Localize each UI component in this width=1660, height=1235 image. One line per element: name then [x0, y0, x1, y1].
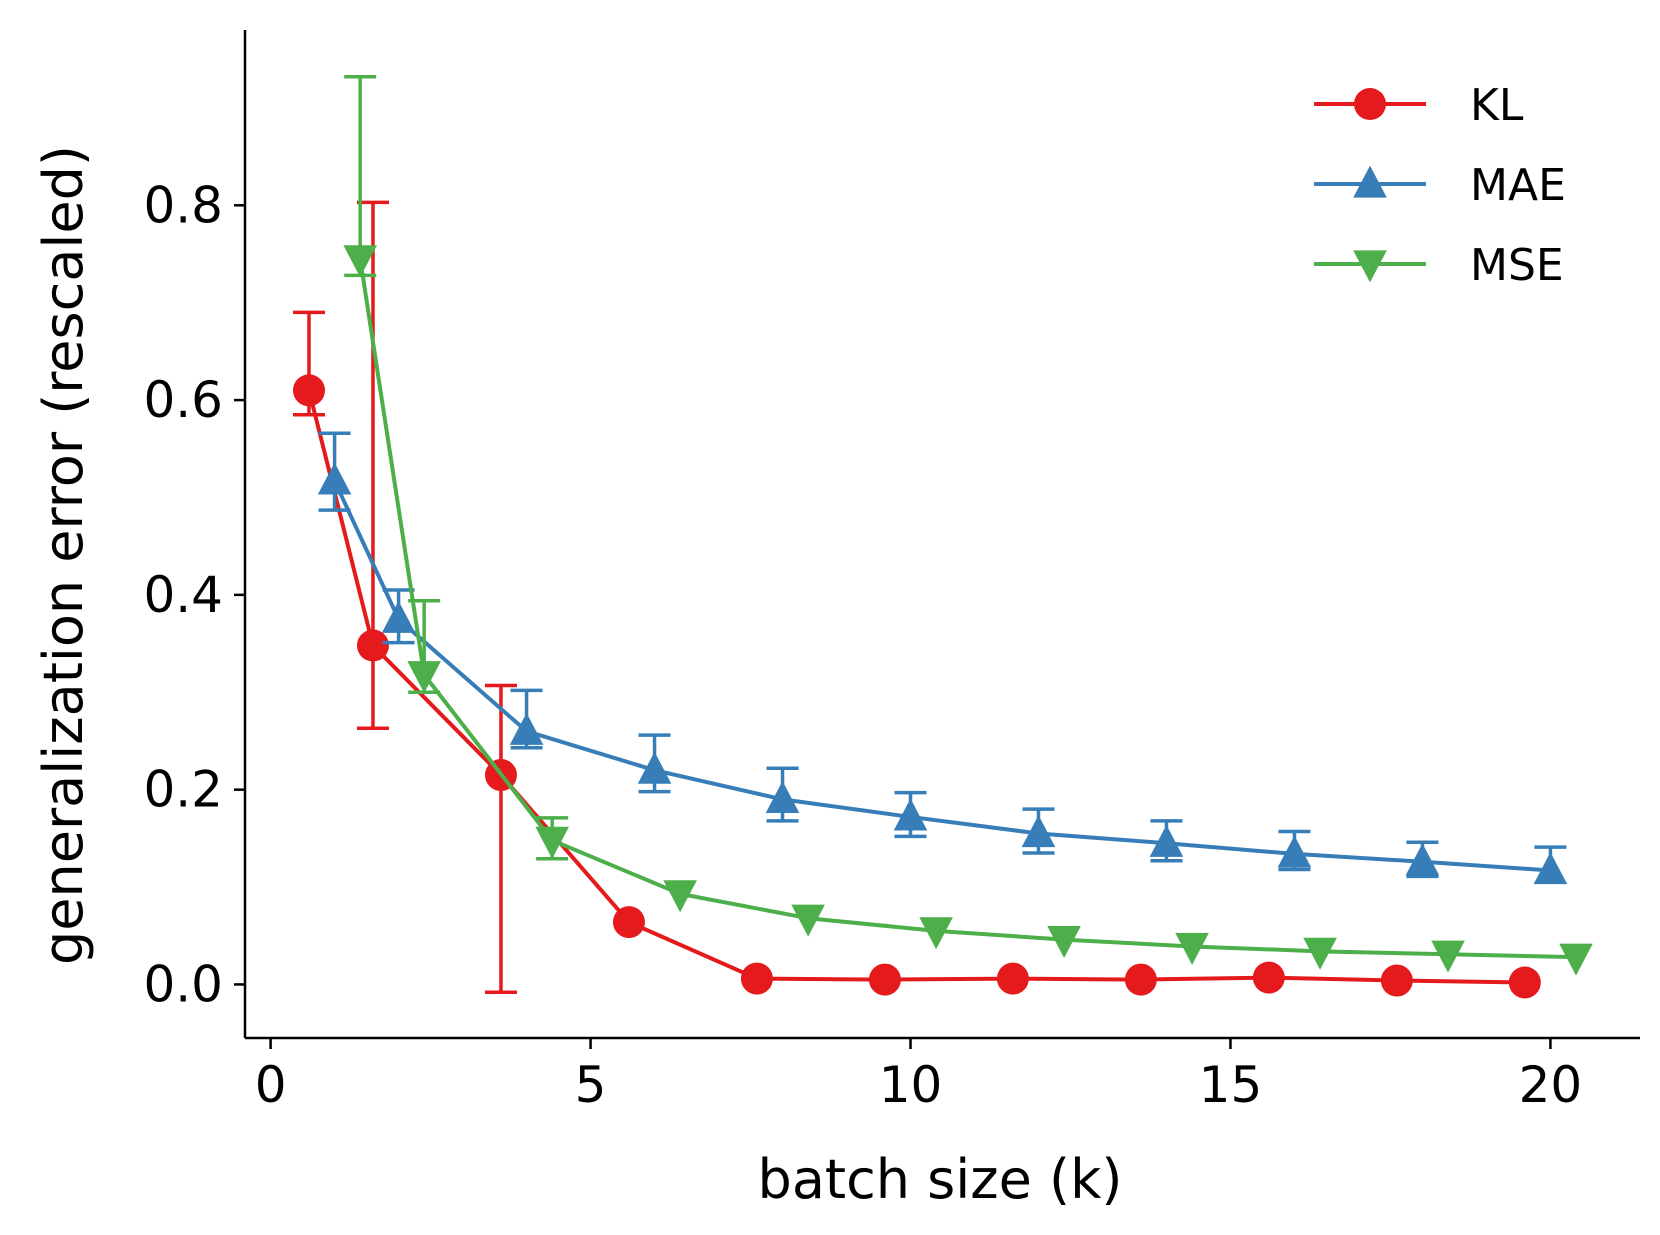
data-point	[1149, 824, 1184, 857]
legend-item-mse: MSE	[1314, 240, 1564, 291]
x-tick-label: 5	[575, 1056, 607, 1114]
axes: 0 5 10 15 20 0.0 0.2 0.4 0.6 0.8	[143, 30, 1640, 1114]
series-line-mae	[332, 480, 1551, 873]
x-tick-label: 20	[1519, 1056, 1583, 1114]
data-point	[1508, 966, 1541, 999]
data-point	[1533, 852, 1568, 885]
legend-marker	[1353, 250, 1387, 283]
data-point	[356, 629, 389, 662]
y-axis-label: generalization error (rescaled)	[32, 145, 95, 965]
data-point	[740, 962, 773, 995]
x-tick-label: 10	[879, 1056, 943, 1114]
y-tick-label: 0.4	[143, 566, 223, 624]
series-layer	[292, 74, 1593, 999]
data-point	[535, 826, 569, 859]
y-tick-label: 0.6	[143, 371, 223, 429]
data-point	[509, 712, 544, 745]
data-point	[381, 600, 416, 633]
data-point	[919, 917, 953, 950]
data-point	[893, 798, 928, 831]
legend: KL MAE MSE	[1314, 80, 1566, 291]
legend-item-kl: KL	[1314, 80, 1524, 131]
series-line-mse	[358, 258, 1577, 960]
data-point	[1175, 932, 1209, 965]
x-tick-label: 0	[255, 1056, 287, 1114]
data-point	[791, 904, 825, 937]
series-mae	[317, 431, 1568, 885]
x-tick-label: 15	[1199, 1056, 1263, 1114]
data-point	[1277, 835, 1312, 868]
data-point	[317, 462, 352, 495]
data-point	[407, 661, 441, 694]
y-tick-label: 0.0	[143, 955, 223, 1013]
legend-label: MSE	[1470, 240, 1564, 291]
data-point	[612, 906, 645, 939]
data-point	[1124, 963, 1157, 996]
data-point	[1559, 943, 1593, 976]
series-mse	[343, 74, 1593, 976]
legend-item-mae: MAE	[1314, 160, 1566, 211]
legend-marker	[1353, 165, 1387, 198]
data-point	[1405, 843, 1440, 876]
data-point	[1252, 961, 1285, 994]
data-point	[765, 780, 800, 813]
data-point	[1021, 815, 1056, 848]
y-tick-label: 0.8	[143, 176, 223, 234]
data-point	[996, 962, 1029, 995]
data-point	[868, 963, 901, 996]
data-point	[637, 751, 672, 784]
series-kl	[292, 200, 1541, 999]
data-point	[1431, 940, 1465, 973]
legend-marker	[1354, 88, 1386, 120]
data-point	[343, 245, 377, 278]
data-point	[663, 880, 697, 913]
data-point	[1303, 937, 1337, 970]
legend-label: MAE	[1470, 160, 1566, 211]
legend-label: KL	[1470, 80, 1524, 131]
data-point	[292, 374, 325, 407]
y-tick-label: 0.2	[143, 761, 223, 819]
data-point	[1047, 926, 1081, 959]
x-axis-label: batch size (k)	[758, 1148, 1123, 1211]
data-point	[1380, 964, 1413, 997]
